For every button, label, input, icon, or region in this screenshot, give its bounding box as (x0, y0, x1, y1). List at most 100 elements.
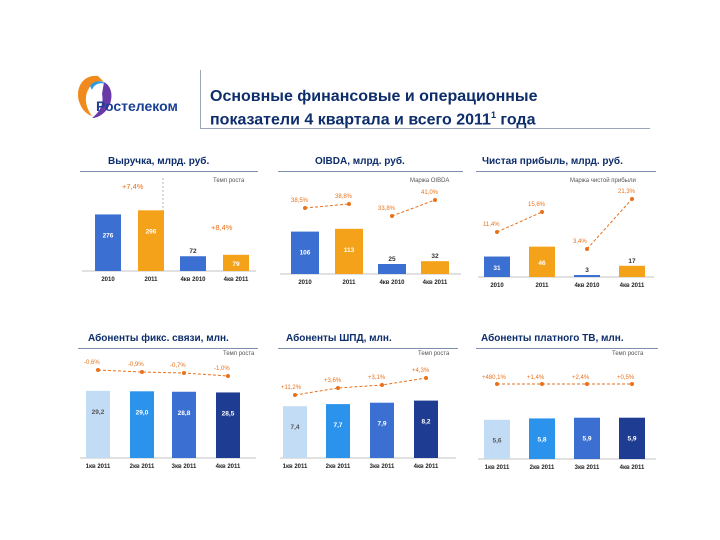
x-tick-label: 2010 (101, 277, 115, 283)
broadband-subscribers-panel: Абоненты ШПД, млн. Темп роста 7,4 1кв 201… (278, 333, 458, 475)
bar-value-label: 8,2 (421, 419, 430, 426)
series-line (586, 198, 633, 250)
bar-value-label: 5,9 (582, 436, 591, 443)
series-point (336, 386, 340, 390)
logo-text: Ростелеком (96, 98, 178, 114)
series-point-label: +4,3% (412, 368, 430, 374)
bar (421, 261, 449, 274)
panel-title-rule (476, 348, 658, 349)
bar (130, 391, 154, 458)
header-underline (200, 128, 650, 129)
title-footnote: 1 (490, 110, 496, 120)
page-title: Основные финансовые и операционные показ… (210, 88, 538, 129)
series-point (424, 376, 428, 380)
bar (216, 392, 240, 458)
series-point-label: 41,0% (421, 190, 439, 196)
series-point (495, 382, 499, 386)
pay-tv-subscribers-chart: 5,6 1кв 2011 5,8 2кв 2011 5,9 3кв 2011 5,9 4кв … (478, 375, 656, 471)
bar (172, 391, 196, 458)
bar (378, 264, 406, 274)
bar (95, 214, 121, 271)
series-point (380, 383, 384, 387)
series-point-label: 3,4% (573, 239, 587, 245)
series-point-label: +2,4% (572, 375, 590, 381)
bar-value-label: 296 (146, 228, 157, 235)
bar-value-label: 5,8 (537, 436, 546, 443)
logo-mark-icon (78, 75, 112, 118)
x-tick-label: 2кв 2011 (530, 465, 555, 471)
series-point-label: -0,7% (170, 363, 186, 369)
bar-value-label: 7,9 (377, 421, 386, 428)
x-tick-label: 3кв 2011 (370, 464, 395, 470)
bar (180, 256, 206, 271)
x-tick-label: 2011 (342, 280, 356, 286)
x-tick-label: 2010 (490, 283, 504, 289)
bar-value-label: 7,4 (290, 424, 299, 431)
x-tick-label: 4кв 2011 (224, 277, 249, 283)
bar-value-label: 25 (388, 256, 396, 263)
bar-value-label: 276 (103, 232, 114, 239)
x-tick-label: 2кв 2011 (130, 464, 155, 470)
oibda-panel: OIBDA, млрд. руб. Маржа OIBDA 106 2010 113… (278, 156, 463, 296)
slide-header: Ростелеком Основные финансовые и операци… (60, 68, 650, 130)
series-point (495, 230, 499, 234)
x-tick-label: 4кв 2010 (180, 277, 206, 283)
series-point (140, 370, 144, 374)
series-point (540, 382, 544, 386)
panel-subtitle: Маржа OIBDA (410, 178, 450, 184)
broadband-subscribers-chart: 7,4 1кв 2011 7,7 2кв 2011 7,9 3кв 2011 8,2 4кв … (280, 368, 456, 470)
series-point-label: 38,8% (335, 194, 353, 200)
series-point (390, 214, 394, 218)
series-point (585, 382, 589, 386)
net-profit-panel: Чистая прибыль, млрд. руб. Маржа чистой … (476, 156, 656, 296)
panel-title-rule (476, 171, 656, 172)
series-line (304, 203, 350, 209)
series-point-label: +480,1% (482, 375, 507, 381)
series-point-label: 15,6% (528, 202, 546, 208)
revenue-chart: 276 2010 296 2011 72 4кв 2010 79 4кв 2011 +7,4% +… (82, 178, 256, 283)
series-point (303, 206, 307, 210)
bar-value-label: 46 (538, 260, 546, 267)
bar-value-label: 32 (431, 253, 439, 260)
bar (283, 406, 307, 458)
bar (619, 265, 645, 277)
bar-value-label: 28,5 (222, 410, 235, 417)
series-point (96, 368, 100, 372)
x-tick-label: 4кв 2010 (574, 283, 600, 289)
bar (223, 254, 249, 271)
oibda-chart: 106 2010 113 2011 25 4кв 2010 32 4кв 2011 38,5% 3… (280, 190, 461, 286)
panel-subtitle: Маржа чистой прибыли (570, 178, 636, 184)
bar (86, 390, 110, 458)
series-point (630, 197, 634, 201)
x-tick-label: 2010 (298, 280, 312, 286)
series-point-label: 38,5% (291, 198, 309, 204)
x-tick-label: 4кв 2010 (379, 280, 405, 286)
series-point (226, 374, 230, 378)
series-point (182, 371, 186, 375)
pay-tv-subscribers-panel: Абоненты платного ТВ, млн. Темп роста 5,… (476, 333, 658, 475)
series-point (293, 393, 297, 397)
bar (529, 418, 555, 459)
net-profit-chart: 31 2010 46 2011 3 4кв 2010 17 4кв 2011 11,4% 15,6… (478, 189, 654, 289)
bar (619, 417, 645, 459)
series-point-label: +3,6% (324, 378, 342, 384)
bar-value-label: 3 (585, 267, 589, 274)
series-point-label: 21,3% (618, 189, 636, 195)
x-tick-label: 3кв 2011 (575, 465, 600, 471)
panel-title-rule (80, 171, 258, 172)
bar (574, 275, 600, 277)
x-tick-label: 4кв 2011 (423, 280, 448, 286)
bar-value-label: 17 (628, 258, 636, 265)
bar-value-label: 28,8 (178, 410, 191, 417)
series-point-label: +1,4% (527, 375, 545, 381)
bar (414, 400, 438, 458)
series-point (540, 210, 544, 214)
panel-title: Чистая прибыль, млрд. руб. (482, 156, 623, 167)
x-tick-label: 2011 (144, 277, 158, 283)
title-line-2-end: года (495, 111, 536, 129)
header-divider (200, 70, 201, 128)
bar (138, 210, 164, 271)
panel-subtitle: Темп роста (223, 351, 255, 357)
x-tick-label: 1кв 2011 (485, 465, 510, 471)
bar-value-label: 106 (300, 250, 311, 257)
